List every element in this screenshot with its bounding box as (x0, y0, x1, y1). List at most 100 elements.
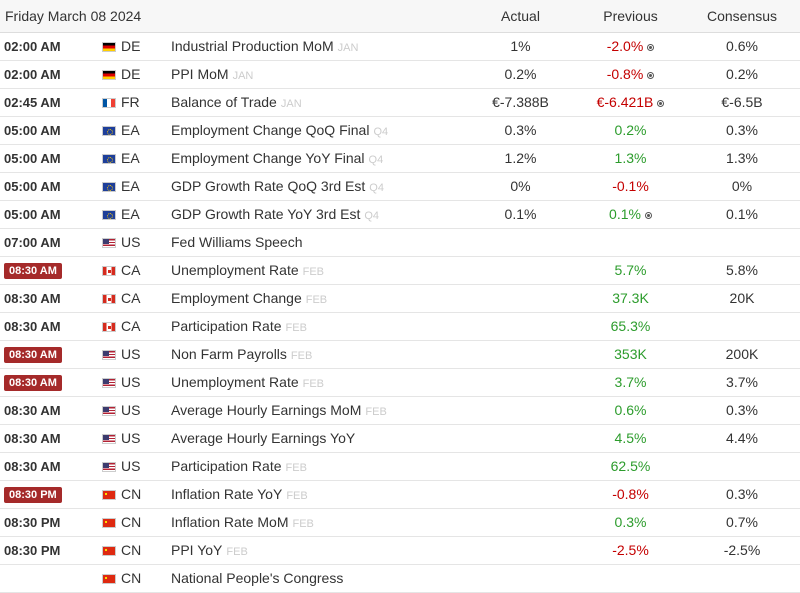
country-code[interactable]: CA (121, 318, 141, 334)
event-name[interactable]: Participation Rate (171, 318, 282, 334)
country-code[interactable]: DE (121, 38, 141, 54)
country-code[interactable]: EA (121, 150, 140, 166)
country-code[interactable]: US (121, 402, 141, 418)
event-cell: Industrial Production MoM JAN (168, 32, 464, 60)
event-name[interactable]: GDP Growth Rate QoQ 3rd Est (171, 178, 366, 194)
flag-usa-icon (102, 462, 116, 473)
calendar-event-row[interactable]: 08:30 AM US Non Farm Payrolls FEB 353K 200K (0, 340, 800, 368)
event-name[interactable]: Inflation Rate MoM (171, 514, 289, 530)
consensus-column-header[interactable]: Consensus (684, 0, 800, 33)
country-code[interactable]: FR (121, 94, 140, 110)
event-name[interactable]: Non Farm Payrolls (171, 346, 287, 362)
calendar-event-row[interactable]: 08:30 AM US Unemployment Rate FEB 3.7% 3.7% (0, 368, 800, 396)
calendar-event-row[interactable]: 08:30 PM CN PPI YoY FEB -2.5% -2.5% (0, 536, 800, 564)
event-period: Q4 (364, 210, 380, 222)
calendar-event-row[interactable]: 05:00 AM EA Employment Change YoY Final Q4 1… (0, 144, 800, 172)
flag-cell (97, 368, 120, 396)
flag-cell (97, 228, 120, 256)
event-name[interactable]: GDP Growth Rate YoY 3rd Est (171, 206, 361, 222)
country-code[interactable]: EA (121, 206, 140, 222)
event-name[interactable]: Employment Change QoQ Final (171, 122, 370, 138)
consensus-value (684, 452, 800, 480)
event-name[interactable]: PPI YoY (171, 542, 223, 558)
flag-canada-icon (102, 266, 116, 277)
flag-cell (97, 284, 120, 312)
event-name[interactable]: PPI MoM (171, 66, 229, 82)
previous-column-header[interactable]: Previous (577, 0, 684, 33)
time-badge: 08:30 AM (4, 346, 62, 363)
country-code[interactable]: US (121, 458, 141, 474)
calendar-event-row[interactable]: 08:30 AM CA Participation Rate FEB 65.3% (0, 312, 800, 340)
country-code[interactable]: US (121, 430, 141, 446)
flag-china-icon (102, 574, 116, 585)
calendar-event-row[interactable]: 05:00 AM EA Employment Change QoQ Final Q4 0… (0, 116, 800, 144)
revised-info-icon[interactable] (647, 71, 655, 79)
flag-euro-area-icon (102, 154, 116, 165)
flag-cell (97, 312, 120, 340)
consensus-value (684, 228, 800, 256)
event-name[interactable]: Unemployment Rate (171, 374, 299, 390)
calendar-event-row[interactable]: 08:30 AM US Participation Rate FEB 62.5% (0, 452, 800, 480)
time-cell: 08:30 AM (0, 424, 97, 452)
event-name[interactable]: Employment Change YoY Final (171, 150, 365, 166)
calendar-event-row[interactable]: 08:30 PM CN Inflation Rate MoM FEB 0.3% 0.7% (0, 508, 800, 536)
event-name[interactable]: Average Hourly Earnings YoY (171, 430, 356, 446)
event-cell: Inflation Rate MoM FEB (168, 508, 464, 536)
calendar-event-row[interactable]: 02:45 AM FR Balance of Trade JAN €-7.388B €-6… (0, 88, 800, 116)
actual-column-header[interactable]: Actual (464, 0, 577, 33)
calendar-event-row[interactable]: 08:30 AM CA Unemployment Rate FEB 5.7% 5.8% (0, 256, 800, 284)
previous-cell: €-6.421B (577, 88, 684, 116)
calendar-event-row[interactable]: 07:00 AM US Fed Williams Speech (0, 228, 800, 256)
event-period: FEB (292, 518, 314, 530)
time-cell: 08:30 AM (0, 452, 97, 480)
previous-cell: 0.3% (577, 508, 684, 536)
event-name[interactable]: Unemployment Rate (171, 262, 299, 278)
event-name[interactable]: Balance of Trade (171, 94, 277, 110)
country-code[interactable]: US (121, 346, 141, 362)
calendar-event-row[interactable]: 05:00 AM EA GDP Growth Rate YoY 3rd Est Q4 0… (0, 200, 800, 228)
event-name[interactable]: Fed Williams Speech (171, 234, 303, 250)
previous-value: 353K (614, 346, 647, 362)
event-name[interactable]: Employment Change (171, 290, 302, 306)
country-code[interactable]: CN (121, 514, 142, 530)
revised-info-icon[interactable] (657, 99, 665, 107)
country-code[interactable]: CA (121, 262, 141, 278)
country-code[interactable]: CN (121, 570, 142, 586)
event-cell: GDP Growth Rate YoY 3rd Est Q4 (168, 200, 464, 228)
country-code[interactable]: CN (121, 486, 142, 502)
previous-value: 62.5% (610, 458, 651, 474)
event-name[interactable]: Industrial Production MoM (171, 38, 334, 54)
country-code[interactable]: EA (121, 178, 140, 194)
country-code[interactable]: EA (121, 122, 140, 138)
calendar-event-row[interactable]: 02:00 AM DE PPI MoM JAN 0.2% -0.8% 0.2% (0, 60, 800, 88)
calendar-event-row[interactable]: CN National People's Congress (0, 564, 800, 592)
consensus-value: 200K (725, 346, 759, 362)
event-period: JAN (280, 98, 302, 110)
country-code[interactable]: US (121, 374, 141, 390)
calendar-event-row[interactable]: 08:30 AM US Average Hourly Earnings MoM FEB… (0, 396, 800, 424)
revised-info-icon[interactable] (644, 211, 652, 219)
revised-info-icon[interactable] (647, 43, 655, 51)
previous-cell: 4.5% (577, 424, 684, 452)
event-name[interactable]: Participation Rate (171, 458, 282, 474)
country-code[interactable]: US (121, 234, 141, 250)
country-code[interactable]: CN (121, 542, 142, 558)
actual-value: 0.1% (504, 206, 537, 222)
calendar-event-row[interactable]: 08:30 AM CA Employment Change FEB 37.3K 20K (0, 284, 800, 312)
event-name[interactable]: Inflation Rate YoY (171, 486, 283, 502)
event-cell: Employment Change QoQ Final Q4 (168, 116, 464, 144)
calendar-event-row[interactable]: 02:00 AM DE Industrial Production MoM JAN 1%… (0, 32, 800, 60)
consensus-value: 0.3% (726, 122, 758, 138)
country-code[interactable]: DE (121, 66, 141, 82)
calendar-event-row[interactable]: 08:30 AM US Average Hourly Earnings YoY 4.5… (0, 424, 800, 452)
previous-cell: 353K (577, 340, 684, 368)
calendar-event-row[interactable]: 08:30 PM CN Inflation Rate YoY FEB -0.8% 0.3% (0, 480, 800, 508)
event-name[interactable]: Average Hourly Earnings MoM (171, 402, 362, 418)
country-code[interactable]: CA (121, 290, 141, 306)
time-cell: 05:00 AM (0, 144, 97, 172)
event-name[interactable]: National People's Congress (171, 570, 344, 586)
calendar-event-row[interactable]: 05:00 AM EA GDP Growth Rate QoQ 3rd Est Q4 0… (0, 172, 800, 200)
time-cell (0, 564, 97, 592)
event-cell: PPI YoY FEB (168, 536, 464, 564)
time-cell: 08:30 AM (0, 396, 97, 424)
